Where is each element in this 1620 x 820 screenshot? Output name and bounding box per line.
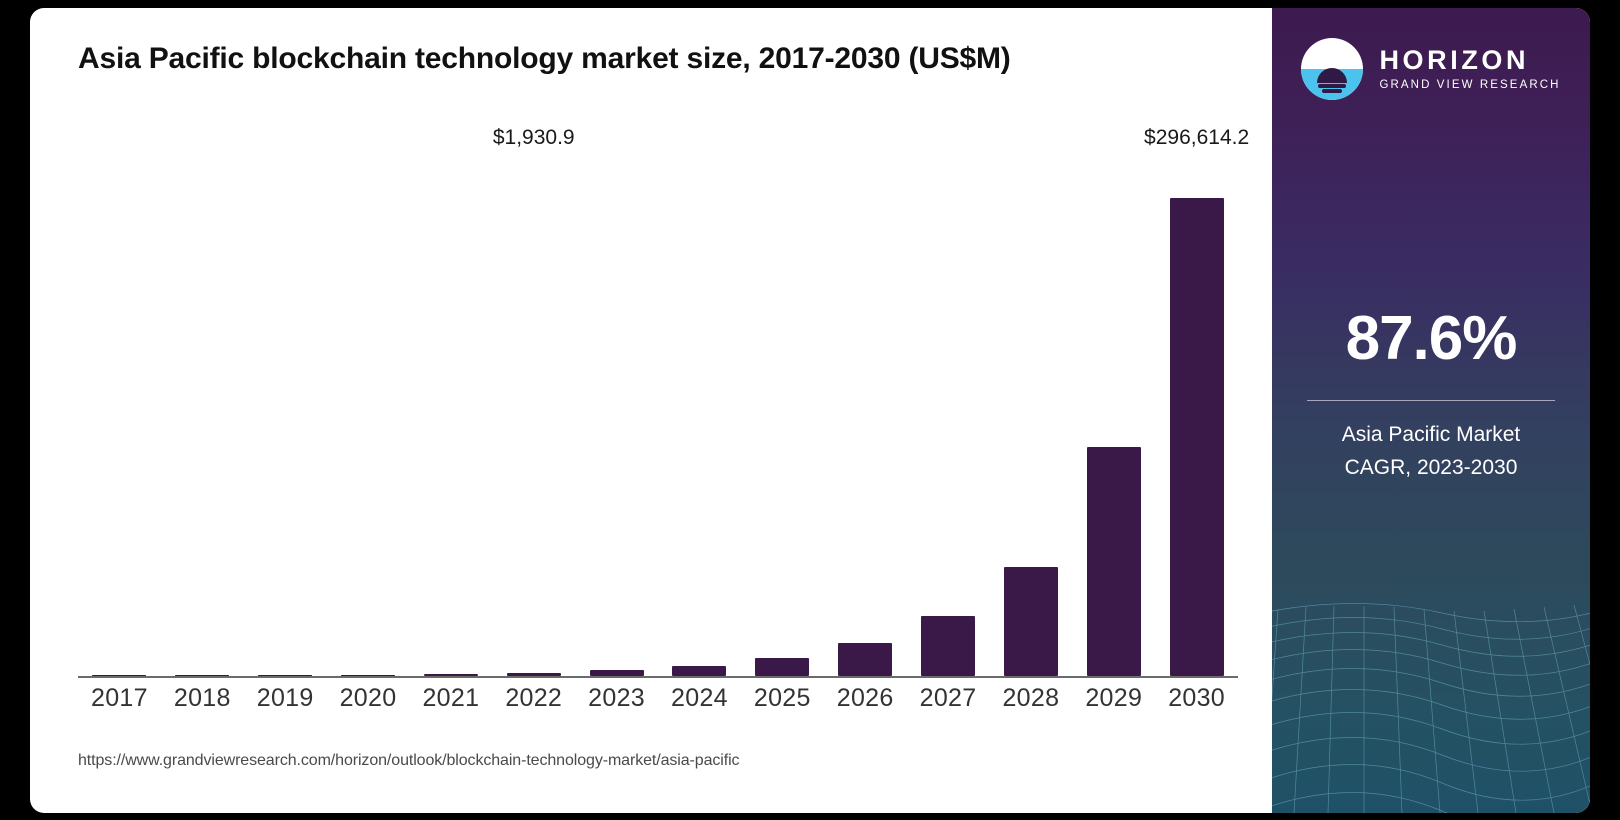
x-axis-tick-labels: 2017 2018 2019 2020 2021 2022 2023 2024 2025 2026…: [78, 684, 1238, 728]
bar-slot: [161, 158, 244, 676]
cagr-divider: [1307, 400, 1555, 401]
bar-slot: $296,614.2: [1144, 126, 1249, 676]
cagr-stat-block: 87.6% Asia Pacific Market CAGR, 2023-203…: [1272, 308, 1590, 484]
horizon-logo-icon: [1301, 38, 1364, 100]
page-title: Asia Pacific blockchain technology marke…: [78, 42, 1011, 75]
x-tick-2019: 2019: [256, 684, 314, 712]
bar-slot: [658, 158, 741, 676]
bar-2022: $1,930.9: [493, 126, 575, 676]
bar-2029: [1086, 447, 1141, 676]
cagr-caption-line-1: Asia Pacific Market: [1341, 423, 1521, 446]
x-tick-2027: 2027: [919, 684, 977, 712]
bar-2017: [92, 674, 147, 676]
bar-2018: [175, 674, 230, 676]
horizon-logo-wordmark: HORIZON GRAND VIEW RESEARCH: [1379, 44, 1561, 92]
plot-region: $1,930.9 $296,614.2: [78, 126, 1249, 678]
x-tick-2026: 2026: [836, 684, 894, 712]
bar-slot: [907, 158, 990, 676]
x-tick-2021: 2021: [422, 684, 480, 712]
bar-2021: [423, 674, 478, 676]
cagr-caption: Asia Pacific Market CAGR, 2023-2030: [1272, 419, 1590, 484]
decorative-mesh-graphic: [1272, 603, 1590, 813]
source-url[interactable]: https://www.grandviewresearch.com/horizo…: [78, 752, 740, 769]
chart-card: Asia Pacific blockchain technology marke…: [30, 8, 1590, 813]
bar-value-label-2030: $296,614.2: [1144, 126, 1250, 149]
bar-2030: $296,614.2: [1144, 126, 1249, 676]
bar-slot: [824, 158, 907, 676]
bar-2025: [755, 657, 810, 676]
x-tick-2018: 2018: [173, 684, 231, 712]
bar-slot: $1,930.9: [492, 126, 575, 676]
bar-2023: [589, 670, 644, 676]
bar-slot: [1072, 158, 1155, 676]
brand-panel: HORIZON GRAND VIEW RESEARCH 87.6% Asia P…: [1272, 8, 1590, 813]
x-axis-line: [78, 676, 1238, 678]
bar-slot: [575, 158, 658, 676]
logo-title: HORIZON: [1379, 44, 1530, 75]
x-tick-2025: 2025: [753, 684, 811, 712]
bar-2028: [1003, 567, 1058, 676]
x-tick-2024: 2024: [671, 684, 728, 712]
bar-slot: [327, 158, 410, 676]
logo-bar-lower: [1322, 89, 1343, 94]
bar-slot: [409, 158, 492, 676]
bar-slot: [244, 158, 327, 676]
bar-slot: [741, 158, 824, 676]
bar-value-label-2022: $1,930.9: [492, 126, 575, 149]
x-tick-2022: 2022: [505, 684, 563, 712]
x-tick-2020: 2020: [339, 684, 397, 712]
bar-chart: $1,930.9 $296,614.2: [78, 126, 1249, 678]
x-tick-2028: 2028: [1002, 684, 1060, 712]
x-tick-2030: 2030: [1168, 684, 1226, 712]
bar-slot: [78, 158, 161, 676]
bar-2024: [672, 665, 727, 676]
bar-2027: [921, 616, 976, 676]
cagr-value: 87.6%: [1345, 304, 1518, 373]
logo-subtitle: GRAND VIEW RESEARCH: [1379, 78, 1561, 91]
x-tick-2029: 2029: [1085, 684, 1143, 712]
bar-2026: [838, 642, 893, 676]
x-tick-2023: 2023: [588, 684, 645, 712]
horizon-logo: HORIZON GRAND VIEW RESEARCH: [1272, 38, 1590, 100]
brand-panel-content: HORIZON GRAND VIEW RESEARCH 87.6% Asia P…: [1272, 8, 1590, 813]
bar-2020: [341, 674, 395, 676]
logo-bar-upper: [1318, 83, 1347, 88]
bar-series: $1,930.9 $296,614.2: [78, 126, 1249, 676]
cagr-caption-line-2: CAGR, 2023-2030: [1344, 455, 1518, 479]
logo-dome-shape: [1317, 68, 1348, 84]
bar-slot: [989, 158, 1072, 676]
x-tick-2017: 2017: [91, 684, 148, 712]
bar-2019: [258, 674, 313, 676]
